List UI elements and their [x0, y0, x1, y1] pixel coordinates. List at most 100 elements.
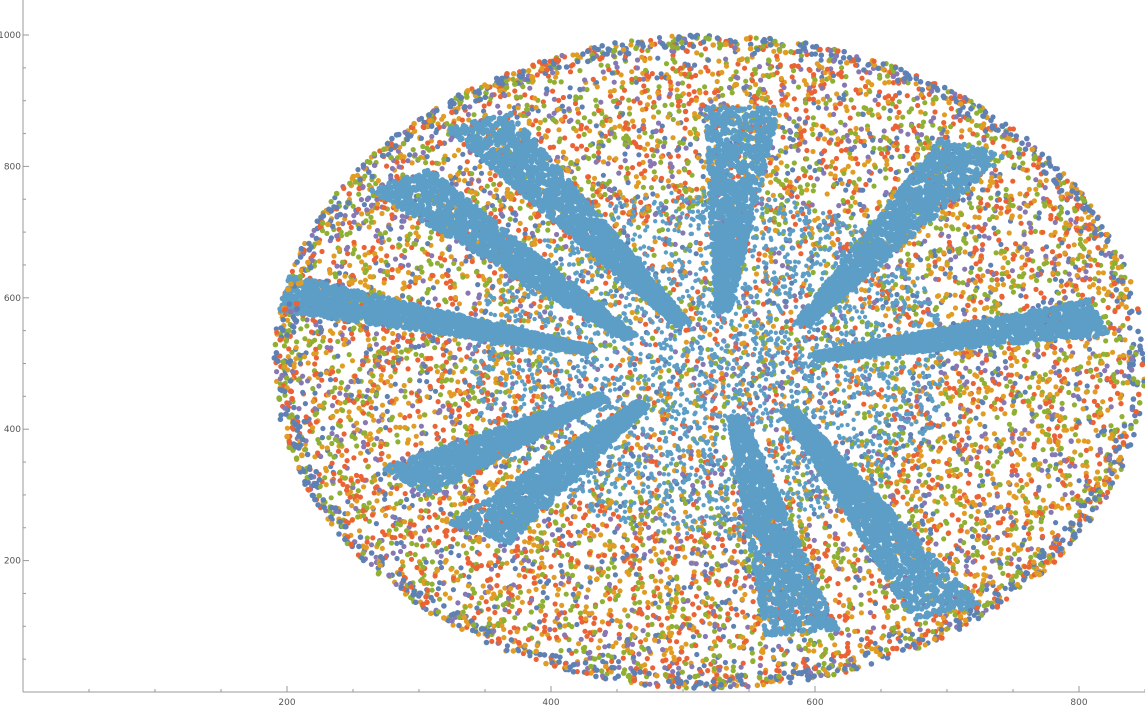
data-point [1059, 279, 1064, 284]
data-point [777, 250, 782, 255]
data-point [653, 175, 658, 180]
data-point [922, 500, 927, 505]
data-point [545, 305, 550, 310]
data-point [906, 257, 911, 262]
data-point [420, 544, 425, 549]
data-point [395, 439, 400, 444]
data-point [459, 357, 464, 362]
data-point [431, 285, 436, 290]
data-point [861, 576, 866, 581]
data-point [405, 339, 410, 344]
data-point [681, 607, 686, 612]
data-point [523, 626, 528, 631]
data-point [1067, 344, 1072, 349]
data-point [415, 357, 420, 362]
data-point [495, 573, 500, 578]
data-point [499, 382, 504, 387]
data-point [477, 601, 482, 606]
data-point [641, 185, 646, 190]
data-point [368, 431, 373, 436]
data-point [761, 682, 766, 687]
data-point [837, 614, 842, 619]
data-point [938, 391, 943, 396]
data-point [990, 559, 995, 564]
data-point [472, 166, 477, 171]
data-point [394, 582, 399, 587]
data-point [676, 154, 681, 159]
data-point [643, 637, 648, 642]
data-point [999, 450, 1004, 455]
data-point [768, 254, 773, 259]
data-point [440, 166, 445, 171]
data-point [336, 449, 341, 454]
data-point [333, 377, 338, 382]
data-point [913, 312, 918, 317]
data-point [868, 107, 873, 112]
data-point [600, 599, 605, 604]
data-point [602, 553, 607, 558]
data-point [858, 139, 863, 144]
data-point [584, 564, 589, 569]
data-point [526, 379, 531, 384]
data-point [331, 253, 336, 258]
data-point [991, 226, 996, 231]
data-point [794, 352, 799, 357]
data-point [811, 648, 816, 653]
data-point [712, 90, 717, 95]
data-point [552, 80, 557, 85]
data-point [771, 49, 776, 54]
data-point [967, 435, 972, 440]
data-point [647, 56, 652, 61]
data-point [512, 88, 517, 93]
data-point [858, 643, 863, 648]
data-point [565, 517, 570, 522]
data-point [859, 602, 864, 607]
data-point [980, 247, 985, 252]
data-point [577, 68, 582, 73]
data-point [436, 303, 441, 308]
data-point [713, 96, 718, 101]
data-point [903, 485, 908, 490]
data-point [426, 300, 431, 305]
data-point [312, 391, 317, 396]
data-point [773, 228, 778, 233]
data-point [434, 525, 439, 530]
data-point [794, 133, 799, 138]
data-point [340, 363, 345, 368]
data-point [910, 458, 915, 463]
data-point [334, 264, 339, 269]
data-point [767, 58, 772, 63]
data-point [1053, 384, 1058, 389]
data-point [350, 251, 355, 256]
data-point [796, 148, 801, 153]
data-point [832, 642, 837, 647]
data-point [329, 431, 334, 436]
data-point [969, 265, 974, 270]
data-point [659, 176, 664, 181]
data-point [838, 101, 843, 106]
data-point [329, 441, 334, 446]
data-point [1078, 452, 1083, 457]
data-point [694, 652, 699, 657]
data-point [888, 323, 893, 328]
data-point [686, 92, 691, 97]
data-point [1105, 363, 1110, 368]
data-point [635, 194, 640, 199]
data-point [343, 519, 348, 524]
data-point [838, 60, 843, 65]
data-point [720, 93, 725, 98]
data-point [873, 98, 878, 103]
data-point [856, 69, 861, 74]
data-point [413, 442, 418, 447]
data-point [971, 448, 976, 453]
data-point [718, 86, 723, 91]
data-point [740, 597, 745, 602]
data-point [851, 564, 856, 569]
data-point [1108, 325, 1113, 330]
data-point [354, 473, 359, 478]
data-point [542, 519, 547, 524]
data-point [581, 155, 586, 160]
data-point [785, 356, 790, 361]
data-point [555, 503, 560, 508]
